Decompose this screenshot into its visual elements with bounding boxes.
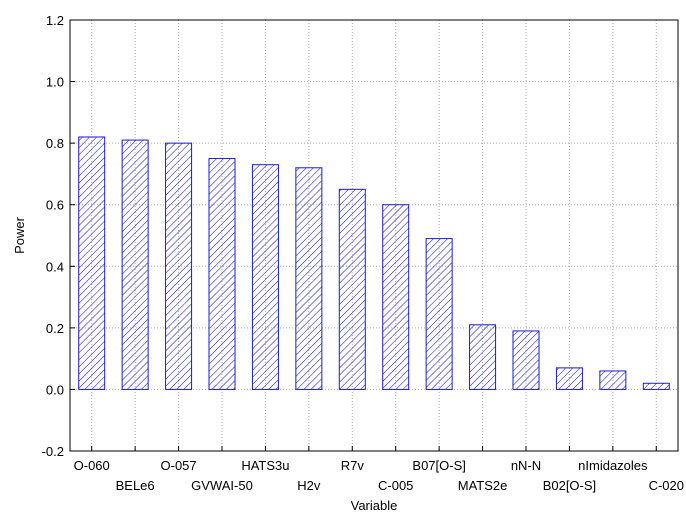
bar-MATS2e [469,324,497,390]
bar-B02[O-S] [555,367,583,390]
x-tick-label: HATS3u [241,458,289,473]
x-tick-label: nImidazoles [578,458,648,473]
bar-R7v [338,188,366,390]
x-tick-label: C-020 [649,478,684,493]
x-tick-label: BELe6 [116,478,155,493]
x-axis-label: Variable [351,498,398,513]
y-tick-label: 0.2 [46,321,64,336]
bar-GVWAI-50 [208,158,236,390]
y-tick-label: 1.0 [46,75,64,90]
x-tick-label: nN-N [511,458,541,473]
grid [70,20,678,451]
bar-B07[O-S] [425,238,453,390]
y-tick-label: 0.0 [46,382,64,397]
x-tick-label: O-057 [161,458,197,473]
bar-O-060 [78,136,106,390]
y-tick-label: 1.2 [46,13,64,28]
bar-H2v [295,167,323,390]
bar-nImidazoles [599,370,627,390]
y-tick-label: 0.6 [46,198,64,213]
bar-C-005 [382,204,410,390]
y-tick-label: -0.2 [42,444,64,459]
y-axis-label: Power [12,216,27,254]
x-tick-label: R7v [341,458,365,473]
x-tick-label: B07[O-S] [412,458,465,473]
bar-O-057 [165,142,193,390]
x-tick-label: C-005 [378,478,413,493]
y-tick-label: 0.4 [46,259,64,274]
x-tick-label: B02[O-S] [543,478,596,493]
y-tick-label: 0.8 [46,136,64,151]
bar-BELe6 [121,139,149,390]
bars [78,136,670,390]
x-tick-label: MATS2e [458,478,508,493]
plot-frame [69,19,679,452]
bar-nN-N [512,330,540,390]
x-axis-ticks: O-060 BELe6 O-057 GVWAI-50 HATS3u H2v R7v C-005… [74,446,684,493]
x-tick-label: O-060 [74,458,110,473]
y-axis-ticks: -0.2 0.0 0.2 0.4 0.6 0.8 1.0 1.2 [42,13,75,459]
x-tick-label: GVWAI-50 [191,478,253,493]
x-tick-label: H2v [297,478,321,493]
bar-C-020 [642,382,670,390]
bar-HATS3u [251,164,279,390]
